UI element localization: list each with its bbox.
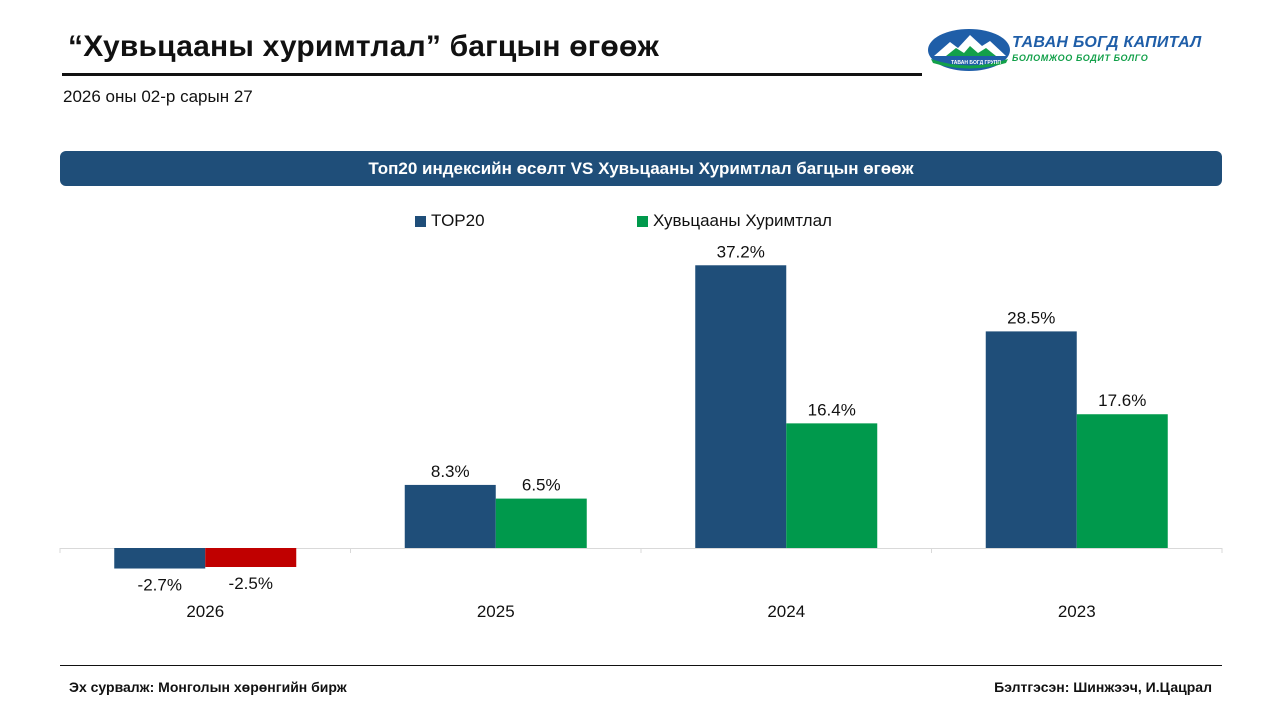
data-label-2025-series-1: 6.5%: [522, 476, 561, 495]
legend-label-savings: Хувьцааны Хуримтлал: [653, 211, 832, 230]
chart-title-banner: Топ20 индексийн өсөлт VS Хувьцааны Хурим…: [60, 151, 1222, 186]
footer-source: Эх сурвалж: Монголын хөрөнгийн бирж: [69, 679, 347, 695]
data-label-2023-series-1: 17.6%: [1098, 391, 1146, 410]
logo-company-name: ТАВАН БОГД КАПИТАЛ: [1012, 34, 1202, 51]
legend-swatch-savings: [637, 215, 648, 227]
title-underline: [62, 73, 922, 76]
footer-author: Бэлтгэсэн: Шинжээч, И.Цацрал: [994, 679, 1212, 695]
report-date: 2026 оны 02-р сарын 27: [63, 87, 253, 106]
category-label-2026: 2026: [186, 602, 224, 621]
bar-2024-series-0: [695, 265, 787, 548]
logo-slogan: БОЛОМЖОО БОДИТ БОЛГО: [1012, 53, 1149, 63]
category-label-2024: 2024: [767, 602, 805, 621]
page-title: “Хувьцааны хуримтлал” багцын өгөөж: [68, 30, 659, 63]
bar-2026-series-0: [114, 548, 206, 569]
category-label-2025: 2025: [477, 602, 515, 621]
legend-swatch-top20: [415, 215, 426, 227]
bar-2023-series-1: [1076, 414, 1168, 548]
footer-divider: [60, 665, 1222, 666]
chart-title: Топ20 индексийн өсөлт VS Хувьцааны Хурим…: [368, 158, 914, 178]
legend-item-top20: TOP20: [415, 211, 485, 231]
mountain-logo-icon: [928, 29, 1010, 71]
category-label-2023: 2023: [1058, 602, 1096, 621]
company-logo: ТАВАН БОГД ГРУПП ТАВАН БОГД КАПИТАЛ БОЛО…: [926, 26, 1216, 74]
logo-group-text: ТАВАН БОГД ГРУПП: [951, 60, 1001, 66]
data-label-2023-series-0: 28.5%: [1007, 308, 1055, 327]
bar-2024-series-1: [786, 423, 878, 548]
legend-item-savings: Хувьцааны Хуримтлал: [637, 211, 832, 231]
chart-legend: TOP20 Хувьцааны Хуримтлал: [0, 211, 1280, 233]
data-label-2024-series-0: 37.2%: [717, 242, 765, 261]
bar-2025-series-1: [495, 498, 587, 548]
bar-2025-series-0: [404, 484, 496, 548]
bar-2026-series-1: [205, 548, 297, 567]
data-label-2025-series-0: 8.3%: [431, 462, 470, 481]
data-label-2026-series-1: -2.5%: [229, 574, 273, 593]
data-label-2026-series-0: -2.7%: [138, 576, 182, 595]
data-label-2024-series-1: 16.4%: [808, 400, 856, 419]
bar-2023-series-0: [985, 331, 1077, 548]
legend-label-top20: TOP20: [431, 211, 485, 230]
